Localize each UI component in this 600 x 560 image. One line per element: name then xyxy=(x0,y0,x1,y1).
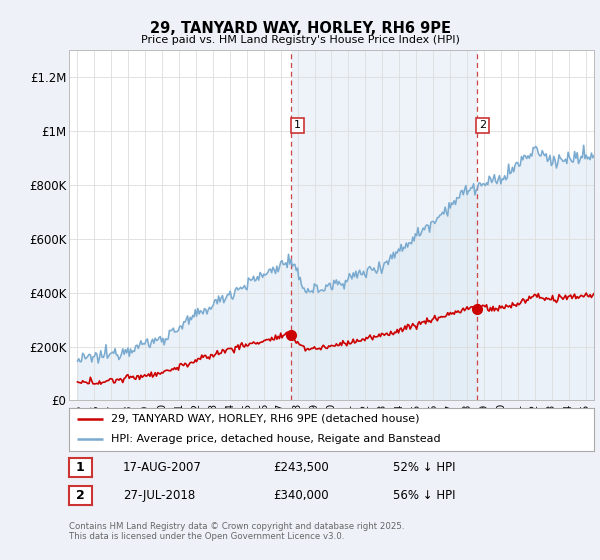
Text: 29, TANYARD WAY, HORLEY, RH6 9PE: 29, TANYARD WAY, HORLEY, RH6 9PE xyxy=(149,21,451,36)
Text: Contains HM Land Registry data © Crown copyright and database right 2025.
This d: Contains HM Land Registry data © Crown c… xyxy=(69,522,404,542)
Text: £340,000: £340,000 xyxy=(273,489,329,502)
Text: 27-JUL-2018: 27-JUL-2018 xyxy=(123,489,195,502)
Text: Price paid vs. HM Land Registry's House Price Index (HPI): Price paid vs. HM Land Registry's House … xyxy=(140,35,460,45)
Text: 17-AUG-2007: 17-AUG-2007 xyxy=(123,461,202,474)
Text: £243,500: £243,500 xyxy=(273,461,329,474)
Text: 29, TANYARD WAY, HORLEY, RH6 9PE (detached house): 29, TANYARD WAY, HORLEY, RH6 9PE (detach… xyxy=(111,414,419,424)
Text: 1: 1 xyxy=(294,120,301,130)
Text: 56% ↓ HPI: 56% ↓ HPI xyxy=(393,489,455,502)
Text: HPI: Average price, detached house, Reigate and Banstead: HPI: Average price, detached house, Reig… xyxy=(111,434,440,444)
Text: 1: 1 xyxy=(76,461,85,474)
Text: 2: 2 xyxy=(76,489,85,502)
Text: 2: 2 xyxy=(479,120,487,130)
Text: 52% ↓ HPI: 52% ↓ HPI xyxy=(393,461,455,474)
